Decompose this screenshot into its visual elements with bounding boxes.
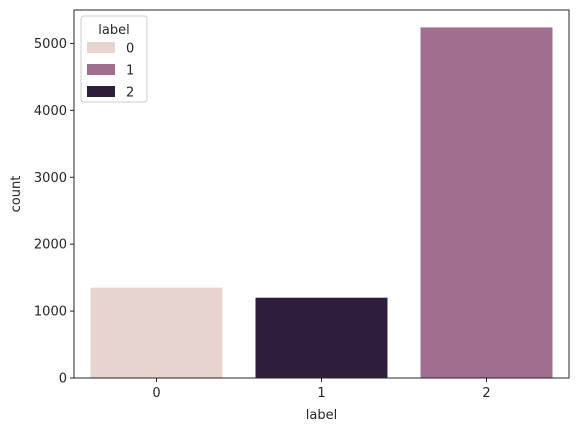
bar-1 bbox=[255, 297, 388, 378]
y-ticks-group: 0 1000 2000 3000 4000 5000 bbox=[34, 37, 74, 387]
legend: label 0 1 2 bbox=[80, 15, 148, 103]
y-tick-label: 0 bbox=[59, 372, 67, 387]
x-axis-label: label bbox=[306, 408, 337, 423]
y-axis-label: count bbox=[9, 176, 24, 213]
legend-entries: 0 1 2 bbox=[87, 42, 134, 101]
legend-swatch-0 bbox=[87, 42, 115, 53]
legend-label-1: 1 bbox=[126, 64, 134, 79]
y-tick-label: 1000 bbox=[34, 305, 67, 320]
legend-label-0: 0 bbox=[126, 42, 134, 57]
bar-2 bbox=[420, 27, 553, 379]
y-tick-label: 5000 bbox=[34, 37, 67, 52]
y-tick-label: 3000 bbox=[34, 171, 67, 186]
x-tick-label: 2 bbox=[482, 386, 490, 401]
x-tick-label: 0 bbox=[152, 386, 160, 401]
legend-title: label bbox=[98, 23, 129, 38]
y-tick-label: 2000 bbox=[34, 238, 67, 253]
x-tick-label: 1 bbox=[317, 386, 325, 401]
y-tick-label: 4000 bbox=[34, 104, 67, 119]
bars-group bbox=[90, 27, 553, 379]
legend-swatch-2 bbox=[87, 86, 115, 97]
legend-label-2: 2 bbox=[126, 86, 134, 101]
x-ticks-group: 0 1 2 bbox=[152, 378, 491, 401]
bar-0 bbox=[90, 287, 223, 378]
legend-box bbox=[80, 15, 148, 103]
legend-swatch-1 bbox=[87, 64, 115, 75]
